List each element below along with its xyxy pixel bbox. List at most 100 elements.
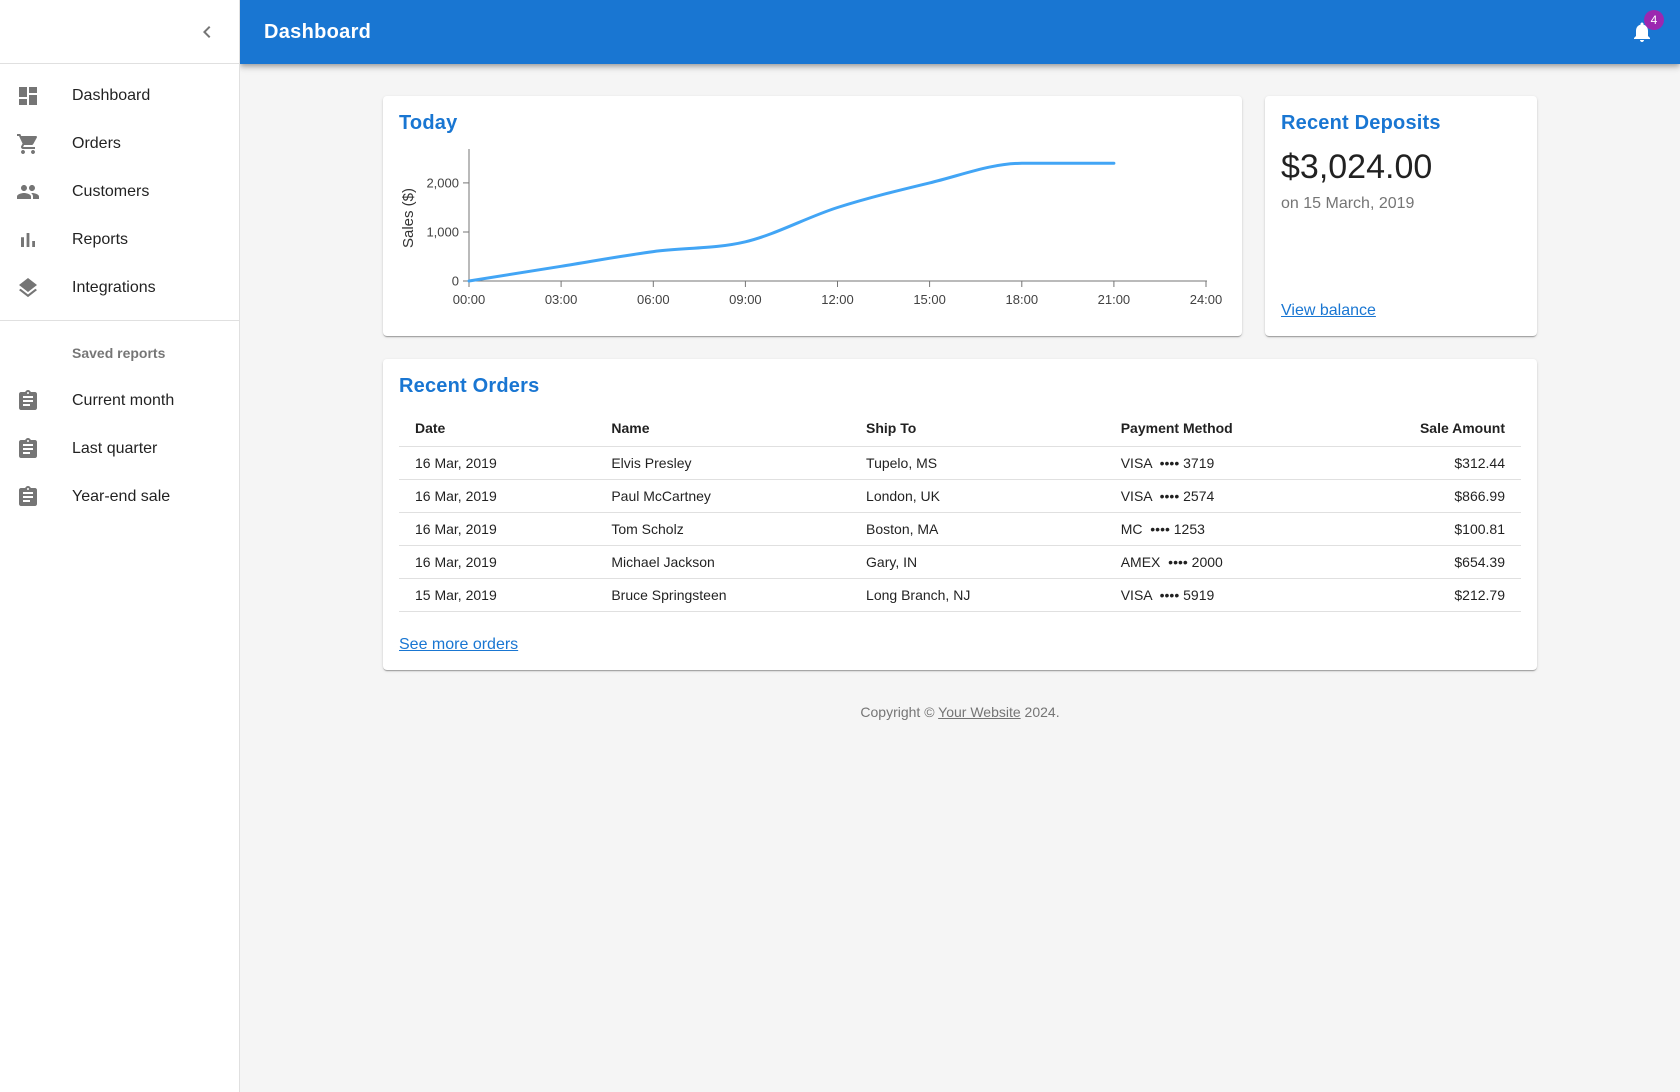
- sidebar-item-label: Current month: [72, 392, 175, 409]
- dashboard-icon: [19, 87, 37, 105]
- table-row: 16 Mar, 2019 Paul McCartney London, UK VISA…: [399, 479, 1521, 513]
- cell-ship-to: Long Branch, NJ: [850, 578, 1105, 612]
- sidebar-item-label: Customers: [72, 183, 150, 200]
- deposits-title: Recent Deposits: [1281, 112, 1441, 134]
- sidebar-item-label: Year-end sale: [72, 488, 171, 505]
- table-row: 16 Mar, 2019 Michael Jackson Gary, IN AMEX …: [399, 545, 1521, 579]
- sidebar-item-label: Last quarter: [72, 440, 158, 457]
- view-balance-link[interactable]: View balance: [1281, 302, 1376, 319]
- cell-sale-amount: $100.81: [1352, 512, 1521, 546]
- column-header-payment-method: Payment Method: [1104, 410, 1353, 447]
- collapse-drawer-button[interactable]: [183, 8, 231, 56]
- footer-website-link[interactable]: Your Website: [938, 704, 1021, 720]
- sidebar-item-integrations[interactable]: Integrations: [0, 264, 239, 312]
- column-header-ship-to: Ship To: [850, 410, 1105, 447]
- table-row: 16 Mar, 2019 Elvis Presley Tupelo, MS VISA …: [399, 446, 1521, 480]
- orders-table: Date Name Ship To Payment Method Sale Amount…: [399, 410, 1521, 612]
- notifications-button[interactable]: 4: [1618, 8, 1666, 56]
- assignment-icon: [19, 438, 37, 458]
- sidebar-item-orders[interactable]: Orders: [0, 120, 239, 168]
- cell-name: Michael Jackson: [595, 545, 851, 579]
- cell-sale-amount: $866.99: [1352, 479, 1521, 513]
- footer-copyright: Copyright © Your Website 2024.: [383, 704, 1537, 760]
- bar-chart-icon: [16, 228, 72, 252]
- sidebar-item-last-quarter[interactable]: Last quarter: [0, 425, 239, 473]
- shopping-cart-icon: [16, 132, 72, 156]
- chart-title: Today: [399, 112, 458, 134]
- sidebar-item-reports[interactable]: Reports: [0, 216, 239, 264]
- people-icon: [16, 180, 72, 204]
- cell-ship-to: London, UK: [850, 479, 1105, 513]
- app-bar: Dashboard 4: [240, 0, 1680, 64]
- today-chart-card: Today 0 1,000 2,000 00:00 03:00 06:00 09:00 12:…: [383, 96, 1242, 336]
- cell-name: Elvis Presley: [595, 446, 851, 480]
- sidebar-drawer: Dashboard Orders Customers Reports Integrati…: [0, 0, 240, 1092]
- sales-chart: 0 1,000 2,000 00:00 03:00 06:00 09:00 12:00 15:0…: [400, 149, 1223, 307]
- sidebar-item-label: Dashboard: [72, 87, 151, 104]
- table-row: 16 Mar, 2019 Tom Scholz Boston, MA MC •••• …: [399, 512, 1521, 546]
- cell-name: Bruce Springsteen: [595, 578, 851, 612]
- cell-date: 15 Mar, 2019: [399, 578, 596, 612]
- deposit-amount: $3,024.00: [1281, 148, 1433, 186]
- table-row: 15 Mar, 2019 Bruce Springsteen Long Branch…: [399, 578, 1521, 612]
- deposit-date: on 15 March, 2019: [1281, 195, 1415, 213]
- chevron-left-icon: [195, 20, 219, 44]
- shopping-cart-icon: [17, 134, 37, 154]
- cell-sale-amount: $654.39: [1352, 545, 1521, 579]
- bell-icon: [1634, 22, 1650, 42]
- cell-payment-method: MC •••• 1253: [1104, 512, 1353, 546]
- cell-date: 16 Mar, 2019: [399, 545, 596, 579]
- sales-line: [467, 161, 1116, 283]
- x-tick-label: 00:00: [453, 292, 486, 307]
- x-tick-label: 12:00: [821, 292, 854, 307]
- y-tick-label: 0: [452, 274, 459, 289]
- x-tick-label: 09:00: [729, 292, 762, 307]
- x-tick-label: 21:00: [1098, 292, 1131, 307]
- assignment-icon: [16, 485, 72, 509]
- assignment-icon: [16, 437, 72, 461]
- orders-table-body: 16 Mar, 2019 Elvis Presley Tupelo, MS VISA …: [399, 446, 1521, 612]
- bell-icon: [1630, 20, 1654, 44]
- see-more-orders-link[interactable]: See more orders: [399, 636, 519, 653]
- sidebar-item-customers[interactable]: Customers: [0, 168, 239, 216]
- sidebar-divider: [0, 320, 239, 321]
- sidebar-subheader: Saved reports: [72, 345, 166, 361]
- cell-name: Tom Scholz: [595, 512, 851, 546]
- cell-name: Paul McCartney: [595, 479, 851, 513]
- drawer-toolbar: [0, 0, 239, 64]
- page-title: Dashboard: [264, 20, 372, 43]
- sidebar-saved-list: Current month Last quarter Year-end sale: [0, 377, 239, 521]
- y-axis-label: Sales ($): [400, 188, 417, 248]
- cell-date: 16 Mar, 2019: [399, 446, 596, 480]
- y-tick-label: 2,000: [426, 175, 459, 190]
- recent-deposits-card: Recent Deposits $3,024.00 on 15 March, 2…: [1265, 96, 1537, 336]
- cell-date: 16 Mar, 2019: [399, 512, 596, 546]
- footer-text-prefix: Copyright ©: [860, 704, 939, 720]
- sidebar-item-year-end-sale[interactable]: Year-end sale: [0, 473, 239, 521]
- recent-orders-card: Recent Orders Date Name Ship To Payment Met…: [383, 359, 1537, 670]
- main-content: Today 0 1,000 2,000 00:00 03:00 06:00 09:00 12:…: [240, 64, 1680, 1092]
- cell-date: 16 Mar, 2019: [399, 479, 596, 513]
- x-tick-label: 18:00: [1006, 292, 1039, 307]
- cell-sale-amount: $212.79: [1352, 578, 1521, 612]
- table-header-row: Date Name Ship To Payment Method Sale Amount: [399, 410, 1521, 447]
- bar-chart-icon: [21, 233, 35, 247]
- orders-title: Recent Orders: [399, 375, 540, 397]
- cell-payment-method: AMEX •••• 2000: [1104, 545, 1353, 579]
- x-tick-label: 15:00: [913, 292, 946, 307]
- people-icon: [17, 185, 39, 199]
- cell-ship-to: Tupelo, MS: [850, 446, 1105, 480]
- sidebar-item-label: Integrations: [72, 279, 156, 296]
- cell-sale-amount: $312.44: [1352, 446, 1521, 480]
- footer-text-suffix: 2024.: [1020, 704, 1060, 720]
- cell-ship-to: Gary, IN: [850, 545, 1105, 579]
- cell-ship-to: Boston, MA: [850, 512, 1105, 546]
- x-tick-label: 24:00: [1190, 292, 1223, 307]
- cell-payment-method: VISA •••• 3719: [1104, 446, 1353, 480]
- sidebar-item-dashboard[interactable]: Dashboard: [0, 72, 239, 120]
- layers-icon: [19, 278, 37, 298]
- sidebar-saved-list-wrap: Saved reports Current month Last quarter Y…: [0, 321, 239, 529]
- dashboard-icon: [16, 84, 72, 108]
- sidebar-item-current-month[interactable]: Current month: [0, 377, 239, 425]
- chevron-left-icon: [203, 25, 211, 38]
